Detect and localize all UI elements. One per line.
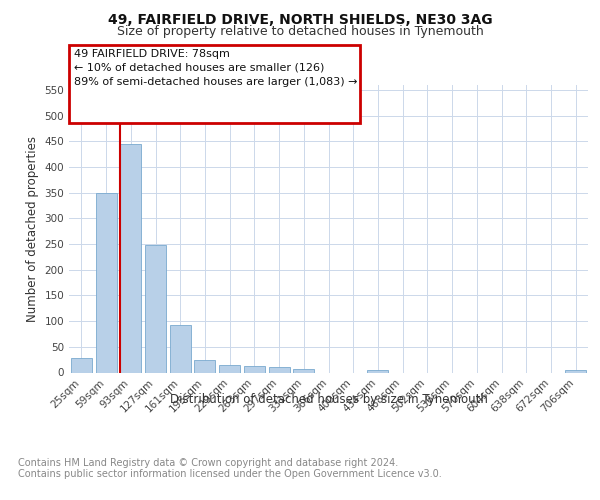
Text: Contains HM Land Registry data © Crown copyright and database right 2024.
Contai: Contains HM Land Registry data © Crown c… xyxy=(18,458,442,479)
Bar xyxy=(170,325,191,372)
Bar xyxy=(120,144,141,372)
Bar xyxy=(293,370,314,372)
Text: 49 FAIRFIELD DRIVE: 78sqm
← 10% of detached houses are smaller (126)
89% of semi: 49 FAIRFIELD DRIVE: 78sqm ← 10% of detac… xyxy=(74,49,358,87)
Bar xyxy=(194,360,215,372)
Bar xyxy=(244,366,265,372)
Y-axis label: Number of detached properties: Number of detached properties xyxy=(26,136,39,322)
Text: 49, FAIRFIELD DRIVE, NORTH SHIELDS, NE30 3AG: 49, FAIRFIELD DRIVE, NORTH SHIELDS, NE30… xyxy=(107,12,493,26)
Text: Size of property relative to detached houses in Tynemouth: Size of property relative to detached ho… xyxy=(116,25,484,38)
Bar xyxy=(269,368,290,372)
Bar xyxy=(71,358,92,372)
Text: Distribution of detached houses by size in Tynemouth: Distribution of detached houses by size … xyxy=(170,392,488,406)
Bar xyxy=(219,365,240,372)
Bar xyxy=(565,370,586,372)
Bar xyxy=(145,245,166,372)
Bar xyxy=(367,370,388,372)
Bar xyxy=(95,193,116,372)
